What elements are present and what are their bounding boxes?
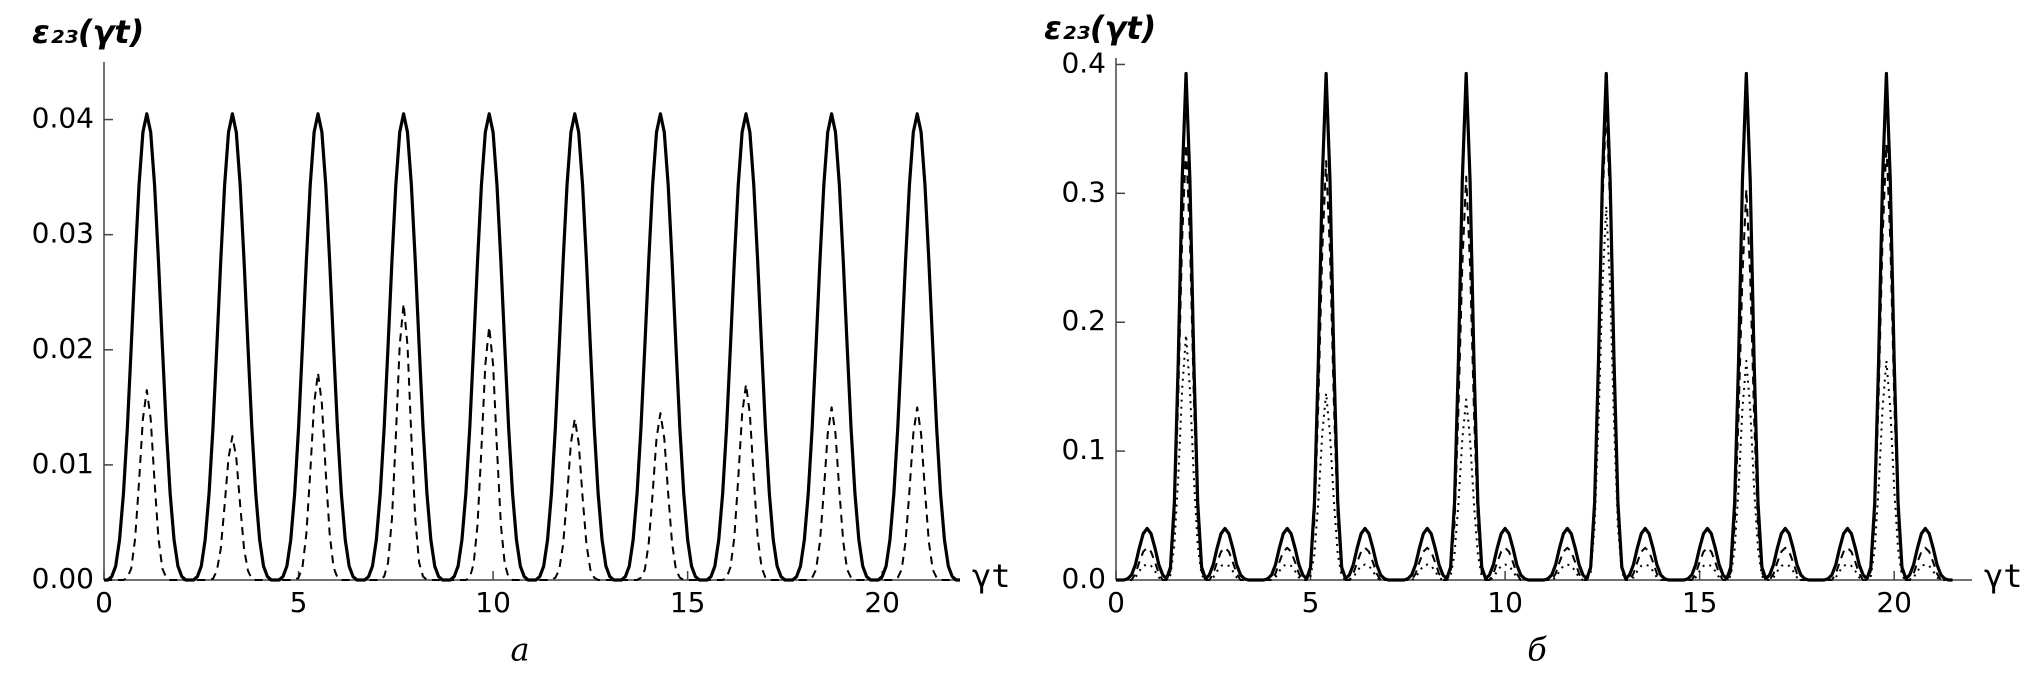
y-tick-label: 0.4 (1061, 46, 1106, 79)
y-axis-label: ε₂₃(γt) (32, 13, 144, 51)
x-tick-label: 10 (1487, 586, 1523, 619)
x-tick-label: 5 (290, 586, 308, 619)
y-tick-label: 0.03 (32, 217, 94, 250)
y-tick-label: 0.0 (1061, 562, 1106, 595)
x-tick-label: 10 (475, 586, 511, 619)
y-axis-label: ε₂₃(γt) (1044, 9, 1156, 47)
x-tick-label: 0 (1107, 586, 1125, 619)
x-tick-label: 15 (670, 586, 706, 619)
y-tick-label: 0.01 (32, 447, 94, 480)
x-tick-label: 20 (864, 586, 900, 619)
y-tick-label: 0.2 (1061, 304, 1106, 337)
x-tick-label: 15 (1682, 586, 1718, 619)
y-tick-label: 0.3 (1061, 175, 1106, 208)
y-tick-label: 0.00 (32, 562, 94, 595)
series-line (1116, 102, 1953, 581)
x-tick-label: 5 (1302, 586, 1320, 619)
caption: б (1527, 631, 1547, 669)
y-tick-label: 0.02 (32, 332, 94, 365)
series-line (1116, 71, 1953, 582)
x-tick-label: 20 (1876, 586, 1912, 619)
y-tick-label: 0.1 (1061, 433, 1106, 466)
series-line (104, 112, 960, 582)
y-tick-label: 0.04 (32, 102, 94, 135)
x-tick-label: 0 (95, 586, 113, 619)
caption: а (510, 631, 529, 669)
series-line (1116, 205, 1953, 581)
x-axis-label: γt (1984, 557, 2023, 595)
series-line (104, 302, 960, 581)
x-axis-label: γt (972, 557, 1011, 595)
